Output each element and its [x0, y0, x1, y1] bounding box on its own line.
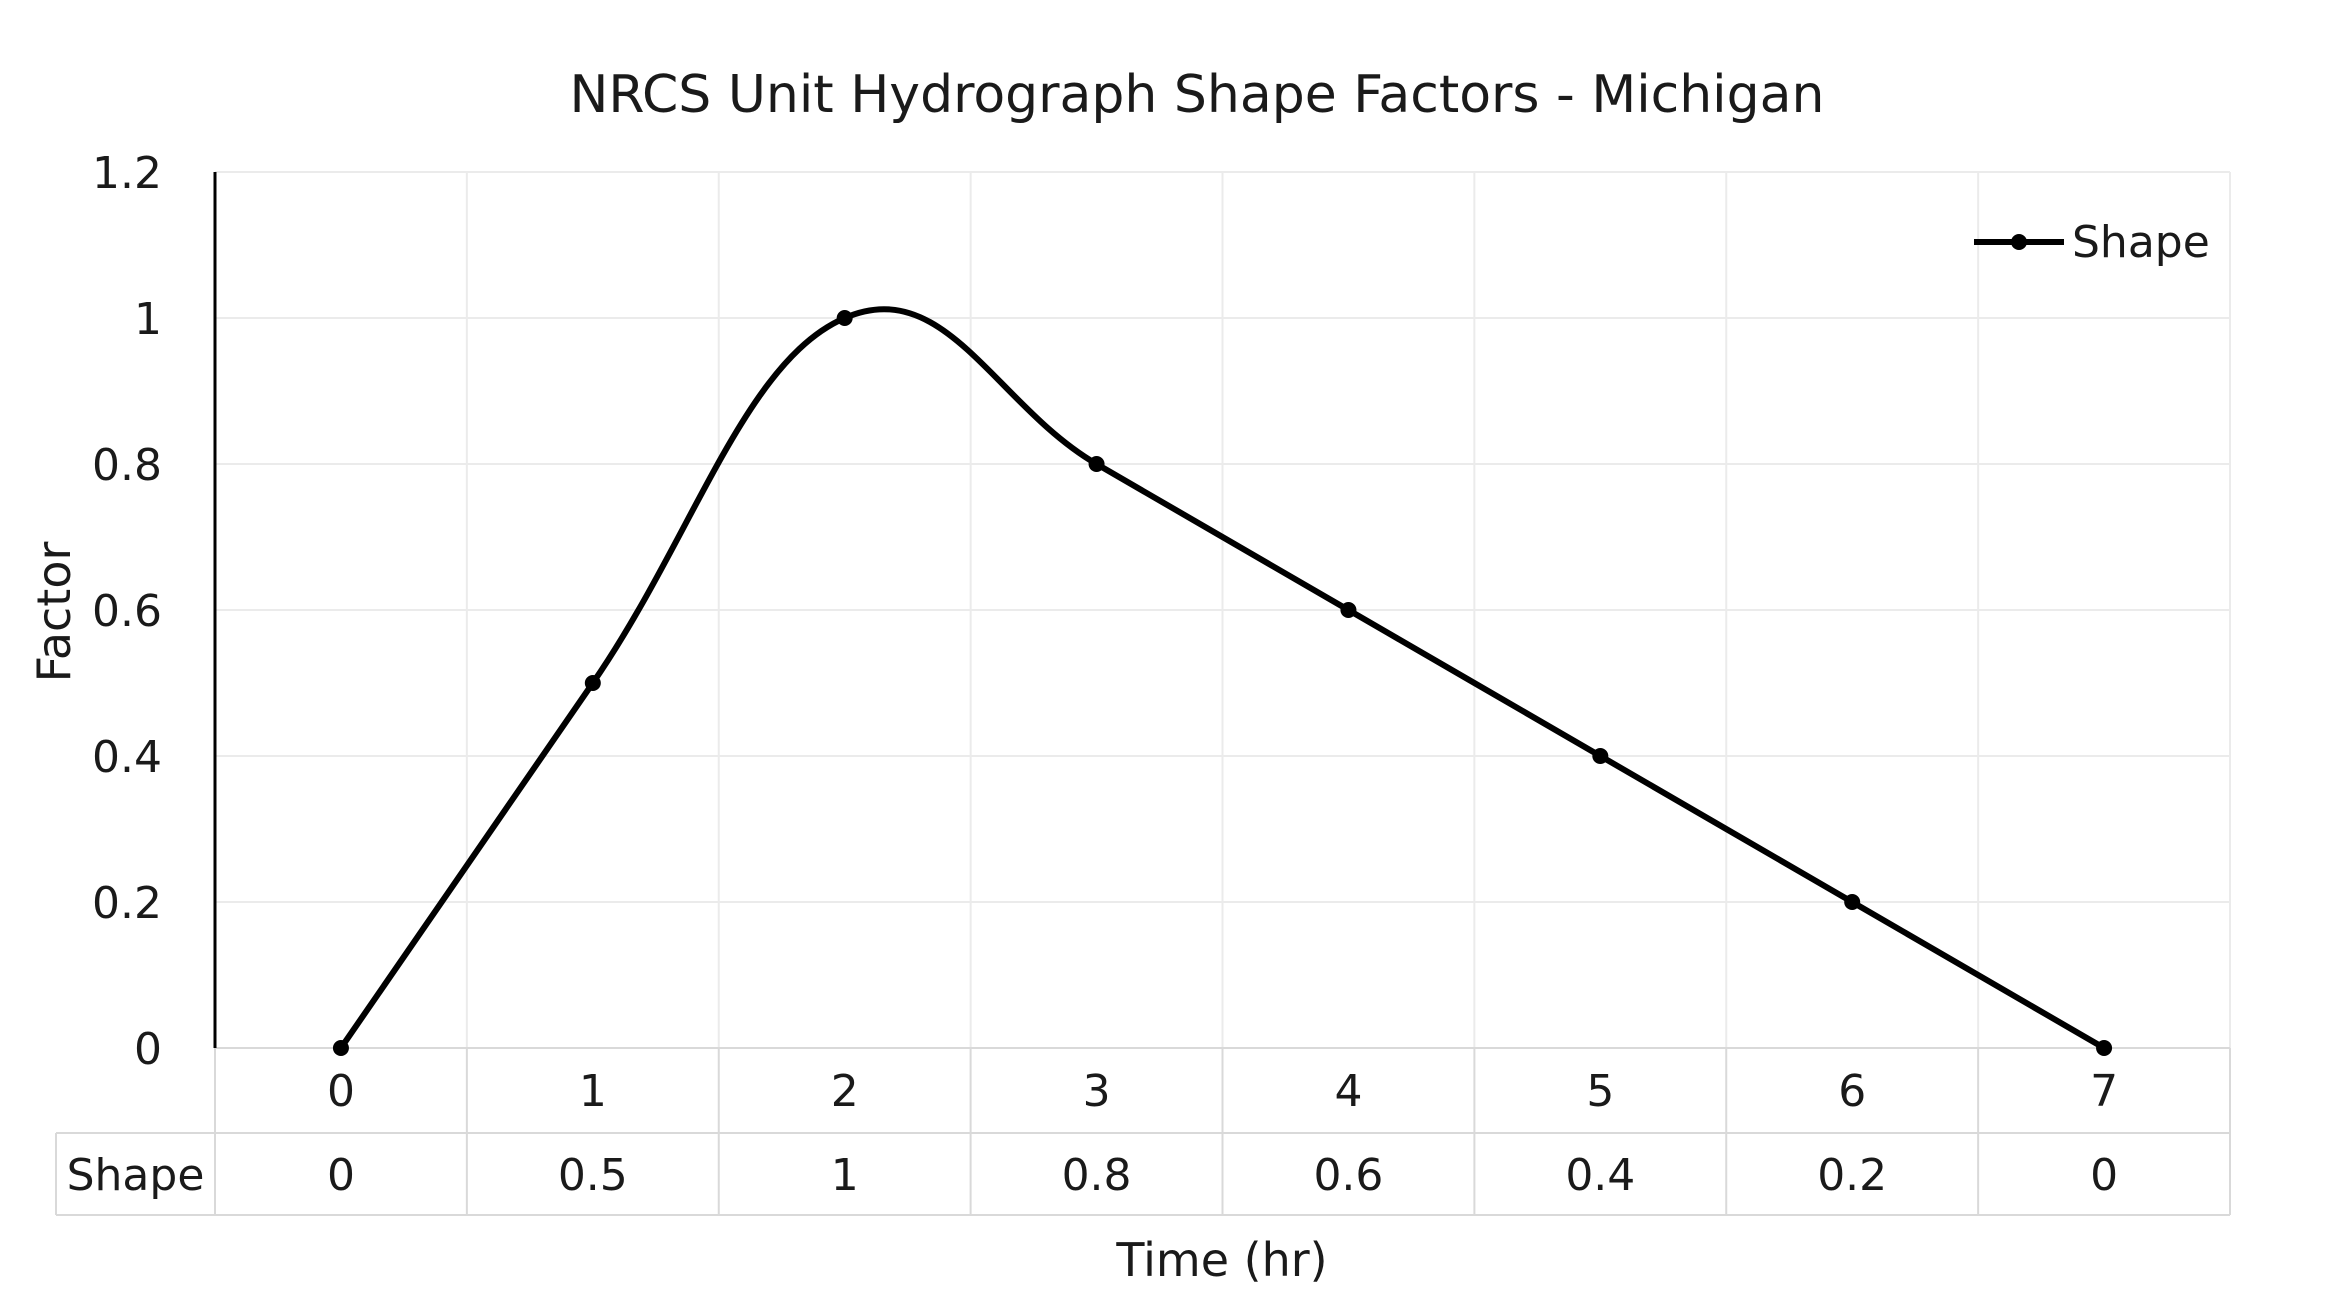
data-point — [1088, 456, 1105, 472]
table-cell-value: 0 — [327, 1150, 355, 1201]
y-axis-title: Factor — [27, 542, 81, 683]
y-axis-ticks: 0 0.2 0.4 0.6 0.8 1 1.2 — [92, 148, 162, 1075]
series-shape — [332, 306, 2113, 1056]
data-point — [332, 1040, 349, 1056]
legend-label-shape: Shape — [2072, 217, 2210, 268]
data-table: 0 1 2 3 4 5 6 7 Shape 0 0.5 1 0.8 0.6 0.4 0.2 0 — [55, 1047, 2231, 1216]
table-cell-value: 0.2 — [1817, 1150, 1887, 1201]
y-tick-label: 0.4 — [92, 732, 162, 783]
legend: Shape — [1974, 217, 2210, 268]
x-tick-label: 6 — [1838, 1066, 1866, 1117]
table-cell-value: 0 — [2090, 1150, 2118, 1201]
data-point — [1844, 894, 1861, 910]
y-tick-label: 0.6 — [92, 586, 162, 637]
y-tick-label: 0.2 — [92, 878, 162, 929]
data-point — [836, 310, 853, 326]
y-tick-label: 1 — [134, 294, 162, 345]
legend-marker — [2011, 234, 2027, 250]
data-point — [2096, 1040, 2113, 1056]
y-tick-label: 1.2 — [92, 148, 162, 199]
table-cell-value: 0.6 — [1313, 1150, 1383, 1201]
y-tick-label: 0.8 — [92, 440, 162, 491]
x-tick-label: 7 — [2090, 1066, 2118, 1117]
gridlines — [215, 171, 2231, 1048]
x-tick-label: 1 — [579, 1066, 607, 1117]
table-row-label: Shape — [67, 1150, 205, 1201]
x-tick-label: 0 — [327, 1066, 355, 1117]
table-cell-value: 1 — [831, 1150, 859, 1201]
x-tick-label: 2 — [831, 1066, 859, 1117]
y-tick-label: 0 — [134, 1024, 162, 1075]
table-cell-value: 0.4 — [1565, 1150, 1635, 1201]
x-tick-label: 3 — [1083, 1066, 1111, 1117]
x-tick-label: 5 — [1586, 1066, 1614, 1117]
x-tick-label: 4 — [1334, 1066, 1362, 1117]
chart-title: NRCS Unit Hydrograph Shape Factors - Mic… — [570, 65, 1825, 125]
x-axis-title: Time (hr) — [1115, 1233, 1327, 1287]
table-cell-value: 0.5 — [558, 1150, 628, 1201]
data-point — [1340, 602, 1357, 618]
data-point — [584, 675, 601, 691]
table-cell-value: 0.8 — [1062, 1150, 1132, 1201]
data-point — [1592, 748, 1609, 764]
